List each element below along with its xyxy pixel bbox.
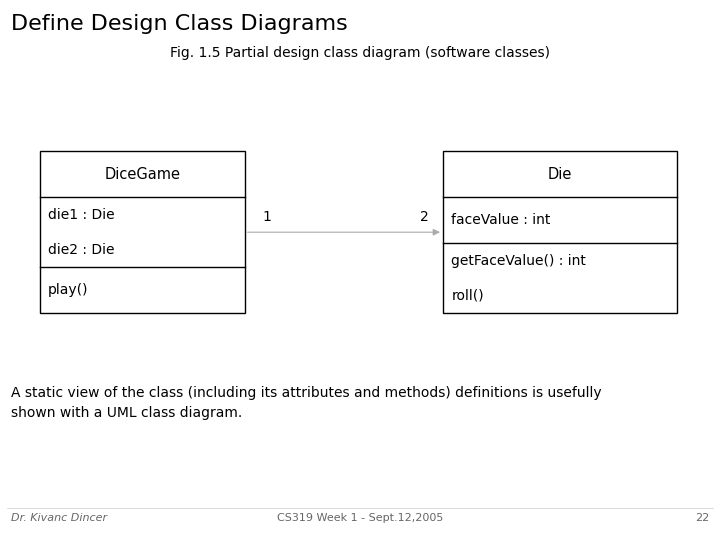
Text: Define Design Class Diagrams: Define Design Class Diagrams: [11, 14, 348, 33]
Text: 1: 1: [262, 210, 271, 224]
Text: DiceGame: DiceGame: [104, 167, 180, 181]
Text: 22: 22: [695, 513, 709, 523]
Bar: [40, 151, 245, 313]
Text: play(): play(): [48, 284, 89, 297]
Bar: [443, 151, 677, 313]
Text: A static view of the class (including its attributes and methods) definitions is: A static view of the class (including it…: [11, 386, 601, 420]
Text: getFaceValue() : int: getFaceValue() : int: [451, 254, 586, 267]
Text: 2: 2: [420, 210, 429, 224]
Text: Fig. 1.5 Partial design class diagram (software classes): Fig. 1.5 Partial design class diagram (s…: [170, 46, 550, 60]
Text: Die: Die: [548, 167, 572, 181]
Text: CS319 Week 1 - Sept.12,2005: CS319 Week 1 - Sept.12,2005: [276, 513, 444, 523]
Text: die2 : Die: die2 : Die: [48, 243, 114, 256]
Text: die1 : Die: die1 : Die: [48, 208, 115, 221]
Text: faceValue : int: faceValue : int: [451, 213, 551, 227]
Text: Dr. Kivanc Dincer: Dr. Kivanc Dincer: [11, 513, 107, 523]
Text: roll(): roll(): [451, 289, 484, 302]
